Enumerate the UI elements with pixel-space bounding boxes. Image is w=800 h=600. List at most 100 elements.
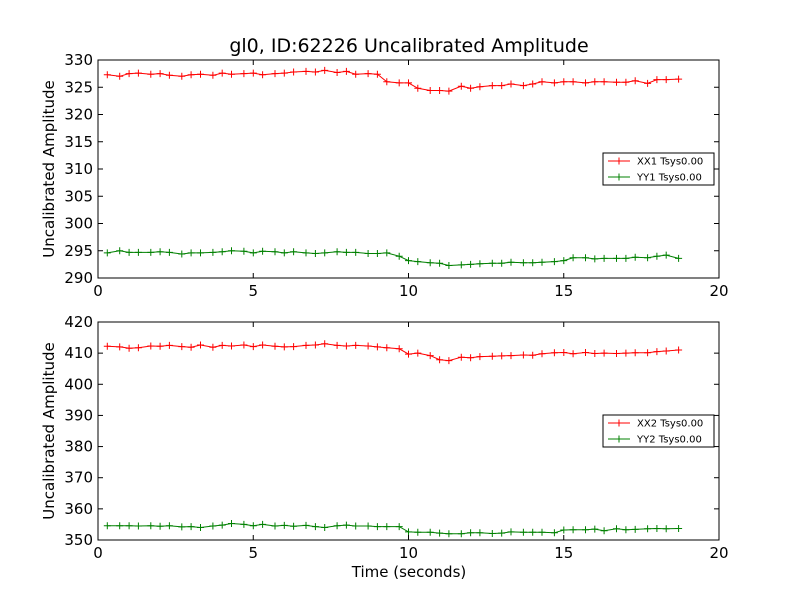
data-point [507, 258, 515, 266]
legend-box [602, 414, 715, 448]
data-point [653, 525, 661, 532]
data-point [414, 258, 422, 266]
data-point [249, 343, 257, 351]
data-point [147, 522, 155, 530]
data-point [333, 248, 341, 256]
data-point [426, 352, 434, 360]
data-point [280, 521, 288, 529]
data-point [116, 522, 124, 530]
data-point [333, 522, 341, 530]
chart-title: gl0, ID:62226 Uncalibrated Amplitude [229, 35, 588, 57]
data-point [352, 70, 360, 78]
data-point [405, 350, 412, 358]
data-point [529, 259, 537, 267]
data-point [134, 344, 142, 352]
data-point [488, 259, 496, 267]
data-point [405, 79, 412, 87]
data-point [662, 347, 670, 355]
data-point [498, 259, 506, 267]
y-tick-label: 315 [64, 133, 93, 151]
data-point [613, 254, 620, 262]
data-point [134, 522, 142, 530]
legend-marker [615, 419, 623, 427]
data-point [675, 525, 683, 532]
data-point [395, 252, 403, 260]
data-point [249, 522, 257, 530]
data-point [373, 70, 381, 78]
data-point [178, 343, 186, 351]
data-point [383, 78, 391, 86]
data-point [259, 520, 267, 528]
data-point [302, 67, 310, 75]
data-point [529, 528, 537, 536]
data-point [280, 69, 288, 77]
data-point [414, 84, 422, 92]
data-point [342, 248, 350, 256]
data-point [134, 248, 142, 256]
data-point [321, 249, 329, 257]
data-point [249, 249, 257, 257]
data-point [302, 341, 310, 349]
data-point [644, 349, 652, 357]
data-point [538, 78, 546, 86]
data-point [550, 529, 558, 537]
x-tick-label: 20 [709, 282, 728, 300]
data-point [560, 257, 568, 265]
data-point [631, 253, 639, 261]
x-tick-label: 15 [554, 544, 573, 562]
data-point [436, 356, 444, 364]
data-point [457, 82, 465, 90]
data-point [488, 352, 496, 360]
legend-marker [615, 157, 623, 165]
data-point [352, 341, 360, 349]
data-point [467, 260, 475, 268]
data-point [538, 528, 546, 536]
data-point [591, 255, 599, 263]
y-tick-label: 400 [64, 375, 93, 393]
data-point [653, 76, 661, 84]
data-point [240, 341, 248, 349]
data-point [405, 257, 412, 265]
data-point [529, 80, 537, 88]
data-point [178, 72, 186, 80]
data-point [476, 529, 484, 537]
data-point [259, 247, 267, 255]
data-point [488, 530, 496, 537]
data-point [197, 524, 204, 531]
legend-marker [615, 173, 623, 181]
data-point [436, 529, 444, 537]
legend-label: XX2 Tsys0.00 [637, 419, 703, 430]
data-point [519, 351, 527, 359]
data-point [147, 70, 155, 78]
data-point [613, 78, 620, 86]
data-point [457, 353, 465, 361]
data-point [103, 522, 111, 530]
data-point [271, 248, 279, 256]
x-tick-label: 5 [248, 544, 258, 562]
y-tick-label: 295 [64, 242, 93, 260]
data-point [569, 254, 577, 262]
data-point [569, 526, 577, 534]
data-point [373, 343, 381, 351]
data-point [644, 79, 652, 87]
y-tick-label: 380 [64, 438, 93, 456]
y-tick-label: 390 [64, 406, 93, 424]
data-point [290, 343, 298, 351]
data-point [352, 522, 360, 530]
data-point [187, 249, 195, 257]
data-point [436, 259, 444, 267]
data-point [445, 357, 453, 365]
data-point [383, 344, 391, 352]
data-point [582, 526, 589, 534]
top-y-axis-label: Uncalibrated Amplitude [40, 80, 58, 257]
data-point [476, 260, 484, 268]
data-point [156, 70, 164, 78]
data-point [498, 82, 506, 90]
data-point [538, 350, 546, 358]
data-point [569, 350, 577, 358]
y-tick-label: 320 [64, 106, 93, 124]
data-point [675, 75, 683, 83]
data-point [383, 249, 391, 257]
data-point [290, 522, 298, 530]
data-point [218, 248, 226, 256]
